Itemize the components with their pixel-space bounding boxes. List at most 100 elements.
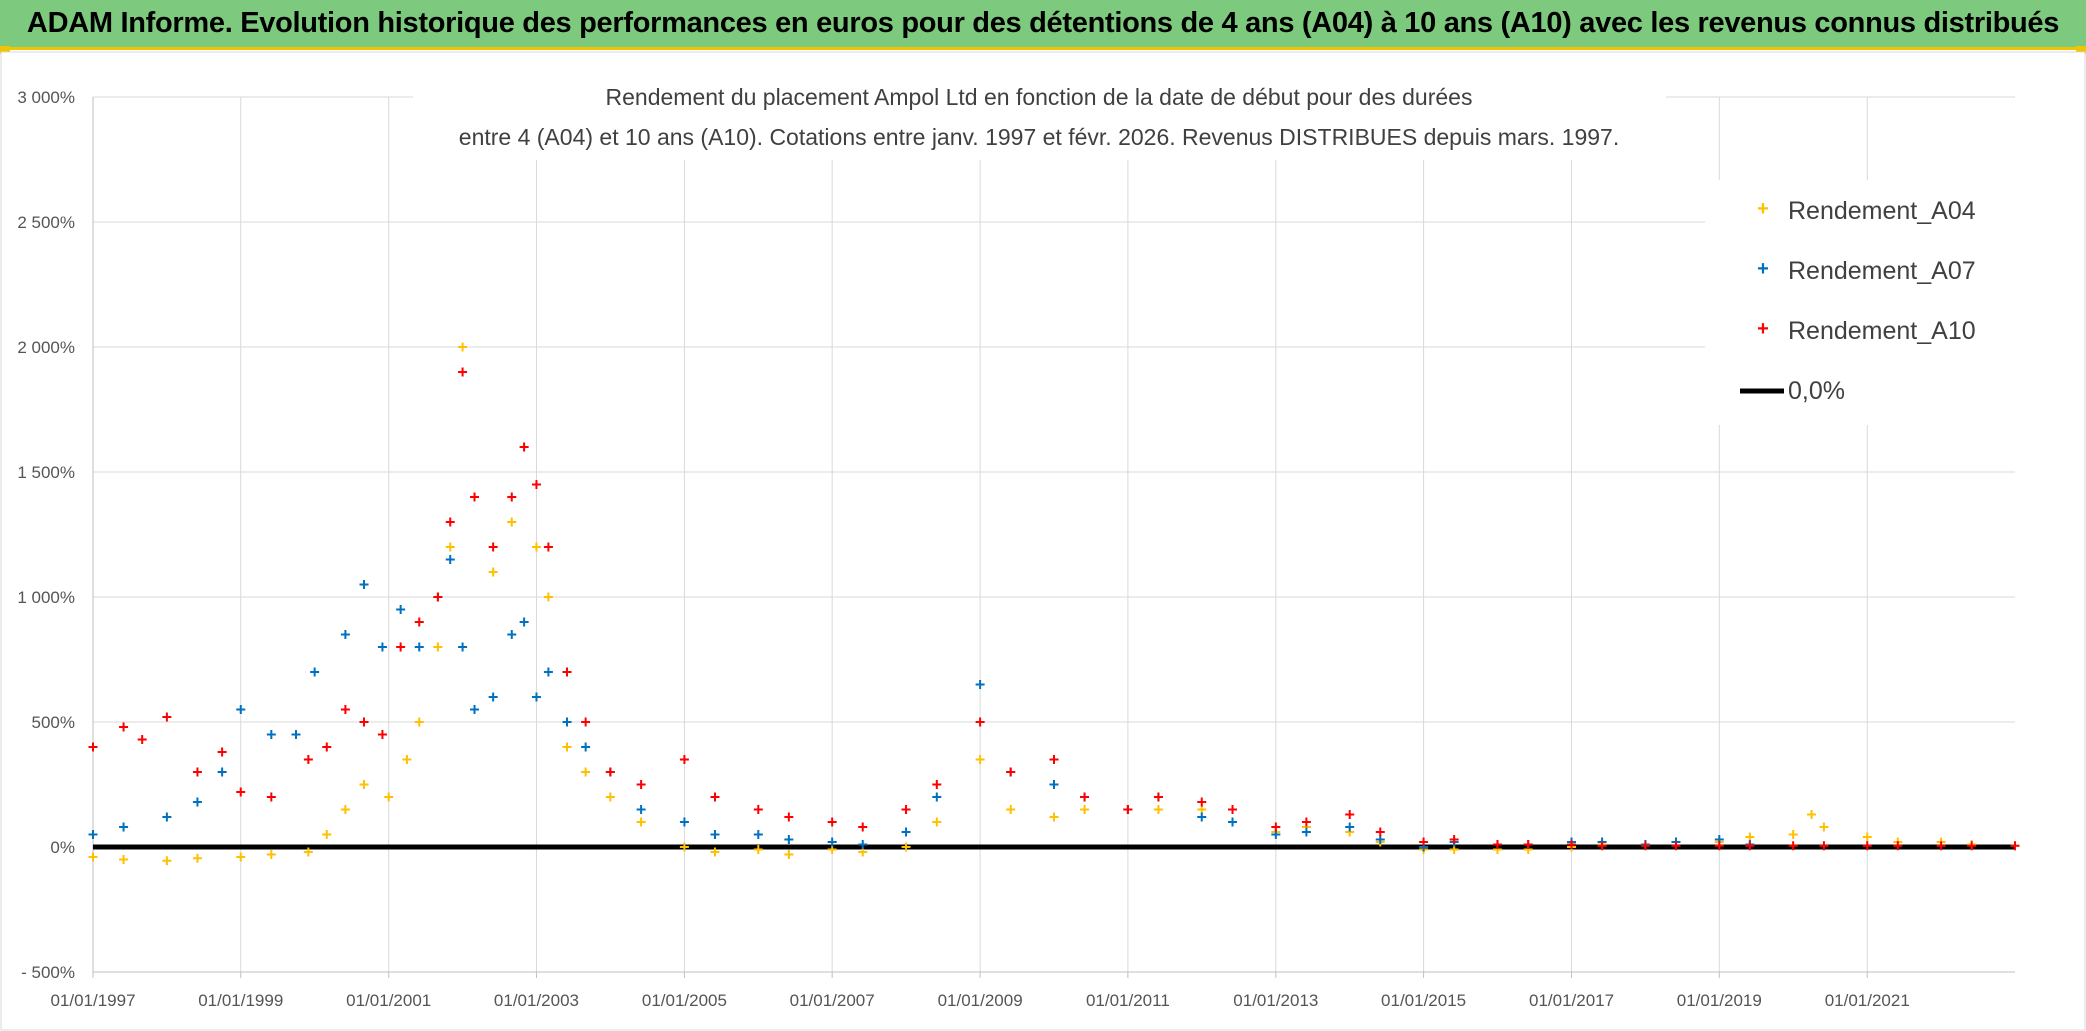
data-point	[507, 492, 517, 502]
data-point	[470, 705, 480, 714]
data-point	[636, 805, 646, 814]
data-point	[932, 792, 942, 802]
data-point	[1049, 812, 1059, 822]
data-point	[445, 542, 455, 552]
y-tick-label: 1 500%	[17, 463, 75, 482]
data-point	[310, 667, 320, 677]
data-point	[192, 797, 202, 807]
data-point	[858, 822, 868, 832]
data-point	[414, 717, 424, 727]
data-point	[162, 712, 172, 722]
data-point	[470, 492, 480, 502]
data-point	[340, 805, 350, 814]
data-point	[1301, 817, 1311, 827]
x-tick-label: 01/01/1997	[50, 991, 135, 1010]
data-point	[519, 442, 529, 452]
data-point	[710, 847, 720, 857]
data-point	[1523, 840, 1533, 849]
banner-corner-right	[2076, 46, 2086, 54]
data-point	[784, 835, 794, 844]
x-tick-label: 01/01/2005	[642, 991, 727, 1010]
data-point	[1153, 805, 1163, 814]
data-point	[975, 680, 985, 689]
y-tick-label: 3 000%	[17, 88, 75, 107]
legend-label-a10: Rendement_A10	[1788, 317, 1976, 345]
y-tick-label: 2 000%	[17, 338, 75, 357]
data-point	[88, 742, 98, 752]
data-point	[827, 837, 837, 847]
axis-layer: 3 000% 2 500% 2 000% 1 500% 1 000% 500% 0% - 50…	[17, 88, 2015, 1010]
data-point	[1080, 792, 1090, 802]
data-point	[901, 827, 911, 837]
data-point	[119, 855, 129, 864]
data-point	[1671, 841, 1681, 851]
data-point	[1788, 830, 1798, 839]
data-point	[119, 822, 129, 832]
data-point	[291, 730, 301, 739]
x-tick-label: 01/01/2003	[494, 991, 579, 1010]
legend-marker-a04: +	[1757, 198, 1769, 220]
data-point	[679, 817, 689, 827]
data-point	[605, 767, 615, 777]
data-point	[433, 592, 443, 602]
data-point	[1301, 827, 1311, 837]
legend-label-a04: Rendement_A04	[1788, 197, 1976, 225]
data-point	[562, 742, 572, 752]
data-point	[636, 780, 646, 789]
data-point	[377, 642, 387, 652]
data-point	[543, 592, 553, 602]
y-tick-label: - 500%	[21, 963, 75, 982]
legend-marker-a07: +	[1757, 258, 1769, 280]
x-tick-label: 01/01/2017	[1529, 991, 1614, 1010]
x-tick-label: 01/01/2021	[1825, 991, 1910, 1010]
points-layer	[88, 342, 2020, 866]
data-point	[1049, 780, 1059, 789]
title-background	[413, 76, 1666, 160]
data-point	[562, 717, 572, 727]
series-rendement_a10	[88, 367, 2020, 851]
data-point	[2010, 841, 2020, 851]
data-point	[445, 555, 455, 564]
data-point	[1006, 767, 1016, 777]
y-tick-label: 0%	[50, 838, 75, 857]
data-point	[236, 787, 246, 797]
data-point	[932, 780, 942, 789]
data-point	[562, 667, 572, 677]
data-point	[217, 767, 227, 777]
data-point	[488, 692, 498, 702]
data-point	[1640, 841, 1650, 851]
x-tick-label: 01/01/2001	[346, 991, 431, 1010]
data-point	[303, 847, 313, 857]
data-point	[543, 667, 553, 677]
data-point	[303, 755, 313, 764]
data-point	[531, 542, 541, 552]
data-point	[507, 517, 517, 527]
banner-corner-left	[0, 46, 10, 54]
data-point	[266, 792, 276, 802]
banner-title: ADAM Informe. Evolution historique des p…	[26, 7, 2060, 39]
data-point	[901, 842, 911, 852]
data-point	[975, 717, 985, 727]
data-point	[236, 852, 246, 862]
data-point	[192, 853, 202, 863]
chart-title-line-1: Rendement du placement Ampol Ltd en fonc…	[606, 84, 1473, 110]
legend-marker-a10: +	[1757, 318, 1769, 340]
data-point	[1123, 805, 1133, 814]
data-point	[975, 755, 985, 764]
data-point	[322, 830, 332, 839]
data-point	[581, 717, 591, 727]
data-point	[1197, 797, 1207, 807]
data-point	[458, 642, 468, 652]
x-tick-label: 01/01/2011	[1086, 991, 1170, 1010]
data-point	[340, 705, 350, 714]
data-point	[119, 722, 129, 732]
data-point	[1862, 841, 1872, 851]
data-point	[710, 830, 720, 839]
data-point	[396, 642, 406, 652]
data-point	[137, 735, 147, 744]
data-point	[1375, 827, 1385, 837]
x-tick-label: 01/01/2019	[1677, 991, 1762, 1010]
data-point	[414, 617, 424, 627]
data-point	[753, 830, 763, 839]
data-point	[1492, 840, 1502, 849]
